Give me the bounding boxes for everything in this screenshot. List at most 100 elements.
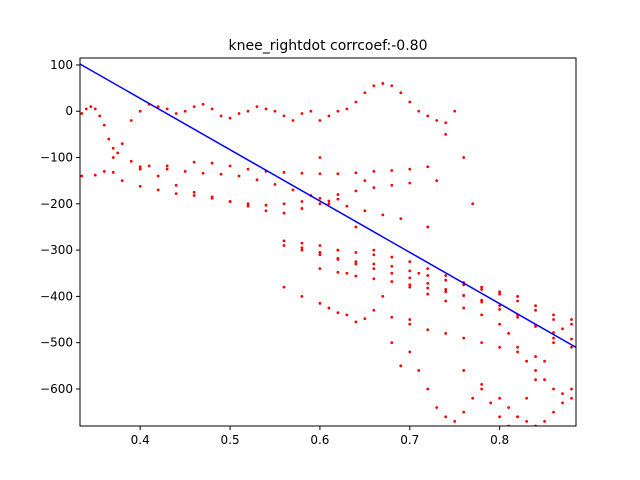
scatter-point — [381, 213, 385, 217]
scatter-point — [282, 170, 286, 174]
scatter-point — [336, 270, 340, 274]
scatter-point — [498, 345, 502, 349]
scatter-point — [264, 107, 268, 111]
scatter-point — [390, 169, 394, 172]
scatter-point — [354, 189, 358, 193]
scatter-point — [498, 396, 502, 400]
scatter-point — [102, 123, 106, 127]
scatter-point — [228, 200, 232, 203]
scatter-point — [480, 313, 484, 317]
scatter-point — [444, 415, 448, 419]
scatter-point — [318, 301, 322, 305]
scatter-point — [561, 392, 564, 395]
scatter-point — [408, 285, 412, 289]
y-axis: 100 0 −100 −200 −300 −400 −500 −600 — [40, 58, 80, 396]
scatter-point — [354, 100, 358, 104]
scatter-point — [552, 331, 555, 334]
scatter-point — [183, 170, 187, 173]
scatter-point — [255, 105, 259, 109]
y-tick-label: −100 — [40, 151, 73, 165]
scatter-point — [210, 107, 214, 111]
scatter-point — [282, 239, 286, 243]
scatter-point — [282, 211, 286, 215]
scatter-point — [246, 202, 250, 206]
scatter-point — [327, 199, 331, 203]
scatter-point — [318, 267, 322, 271]
scatter-point — [174, 183, 178, 187]
scatter-point — [408, 350, 412, 354]
scatter-point — [336, 248, 340, 252]
scatter-point — [318, 253, 322, 257]
scatter-point — [570, 337, 573, 341]
scatter-point — [435, 119, 439, 122]
scatter-point — [525, 396, 528, 400]
scatter-point — [336, 311, 340, 314]
scatter-point — [129, 159, 133, 163]
scatter-point — [354, 225, 358, 229]
scatter-point — [372, 253, 376, 257]
scatter-point — [390, 271, 394, 275]
scatter-point — [543, 419, 546, 423]
fit-line-layer — [80, 63, 576, 348]
x-tick-label: 0.8 — [490, 433, 509, 447]
scatter-point — [570, 318, 573, 321]
scatter-point — [327, 114, 331, 118]
x-tick-label: 0.4 — [131, 433, 150, 447]
scatter-point — [273, 182, 277, 186]
scatter-point — [372, 267, 376, 271]
scatter-point — [489, 401, 493, 405]
scatter-point — [516, 315, 519, 319]
scatter-point — [228, 164, 232, 168]
scatter-point — [435, 406, 439, 409]
scatter-point — [390, 341, 394, 345]
scatter-point — [570, 345, 573, 349]
scatter-point — [426, 286, 430, 290]
scatter-point — [327, 306, 331, 310]
scatter-point — [444, 299, 448, 303]
chart-title: knee_rightdot corrcoef:-0.80 — [229, 38, 428, 54]
scatter-point — [426, 267, 430, 271]
scatter-point — [372, 308, 376, 312]
scatter-point — [570, 322, 573, 326]
scatter-point — [444, 274, 448, 277]
scatter-point — [453, 419, 457, 423]
scatter-point — [480, 382, 484, 386]
scatter-point — [246, 204, 250, 208]
scatter-point — [300, 200, 304, 203]
scatter-point — [318, 251, 322, 254]
scatter-point — [147, 164, 151, 168]
scatter-point — [570, 396, 573, 400]
scatter-point — [111, 156, 115, 159]
scatter-point — [363, 317, 367, 321]
scatter-point — [516, 345, 519, 349]
scatter-point — [138, 109, 142, 113]
scatter-point — [390, 84, 394, 88]
scatter-point — [246, 109, 250, 113]
scatter-point — [165, 164, 169, 168]
scatter-point — [255, 178, 259, 182]
scatter-point — [516, 350, 519, 354]
x-tick-label: 0.7 — [400, 433, 419, 447]
scatter-point — [417, 369, 421, 372]
scatter-point — [120, 179, 124, 183]
scatter-point — [291, 188, 295, 192]
scatter-point — [408, 283, 412, 287]
scatter-point — [426, 114, 430, 118]
scatter-point — [84, 107, 88, 111]
scatter-point — [408, 260, 412, 264]
scatter-point — [408, 318, 412, 321]
scatter-point — [291, 119, 295, 122]
scatter-point — [552, 387, 555, 391]
scatter-point — [201, 102, 205, 106]
scatter-point — [435, 179, 439, 183]
scatter-point — [282, 285, 286, 289]
scatter-point — [192, 160, 196, 164]
scatter-point — [165, 167, 169, 171]
scatter-point — [561, 401, 564, 405]
scatter-point — [462, 306, 466, 310]
scatter-point — [282, 244, 286, 247]
scatter-point — [129, 119, 133, 122]
scatter-point — [444, 332, 448, 335]
scatter-point — [336, 172, 340, 176]
scatter-point — [237, 112, 241, 115]
